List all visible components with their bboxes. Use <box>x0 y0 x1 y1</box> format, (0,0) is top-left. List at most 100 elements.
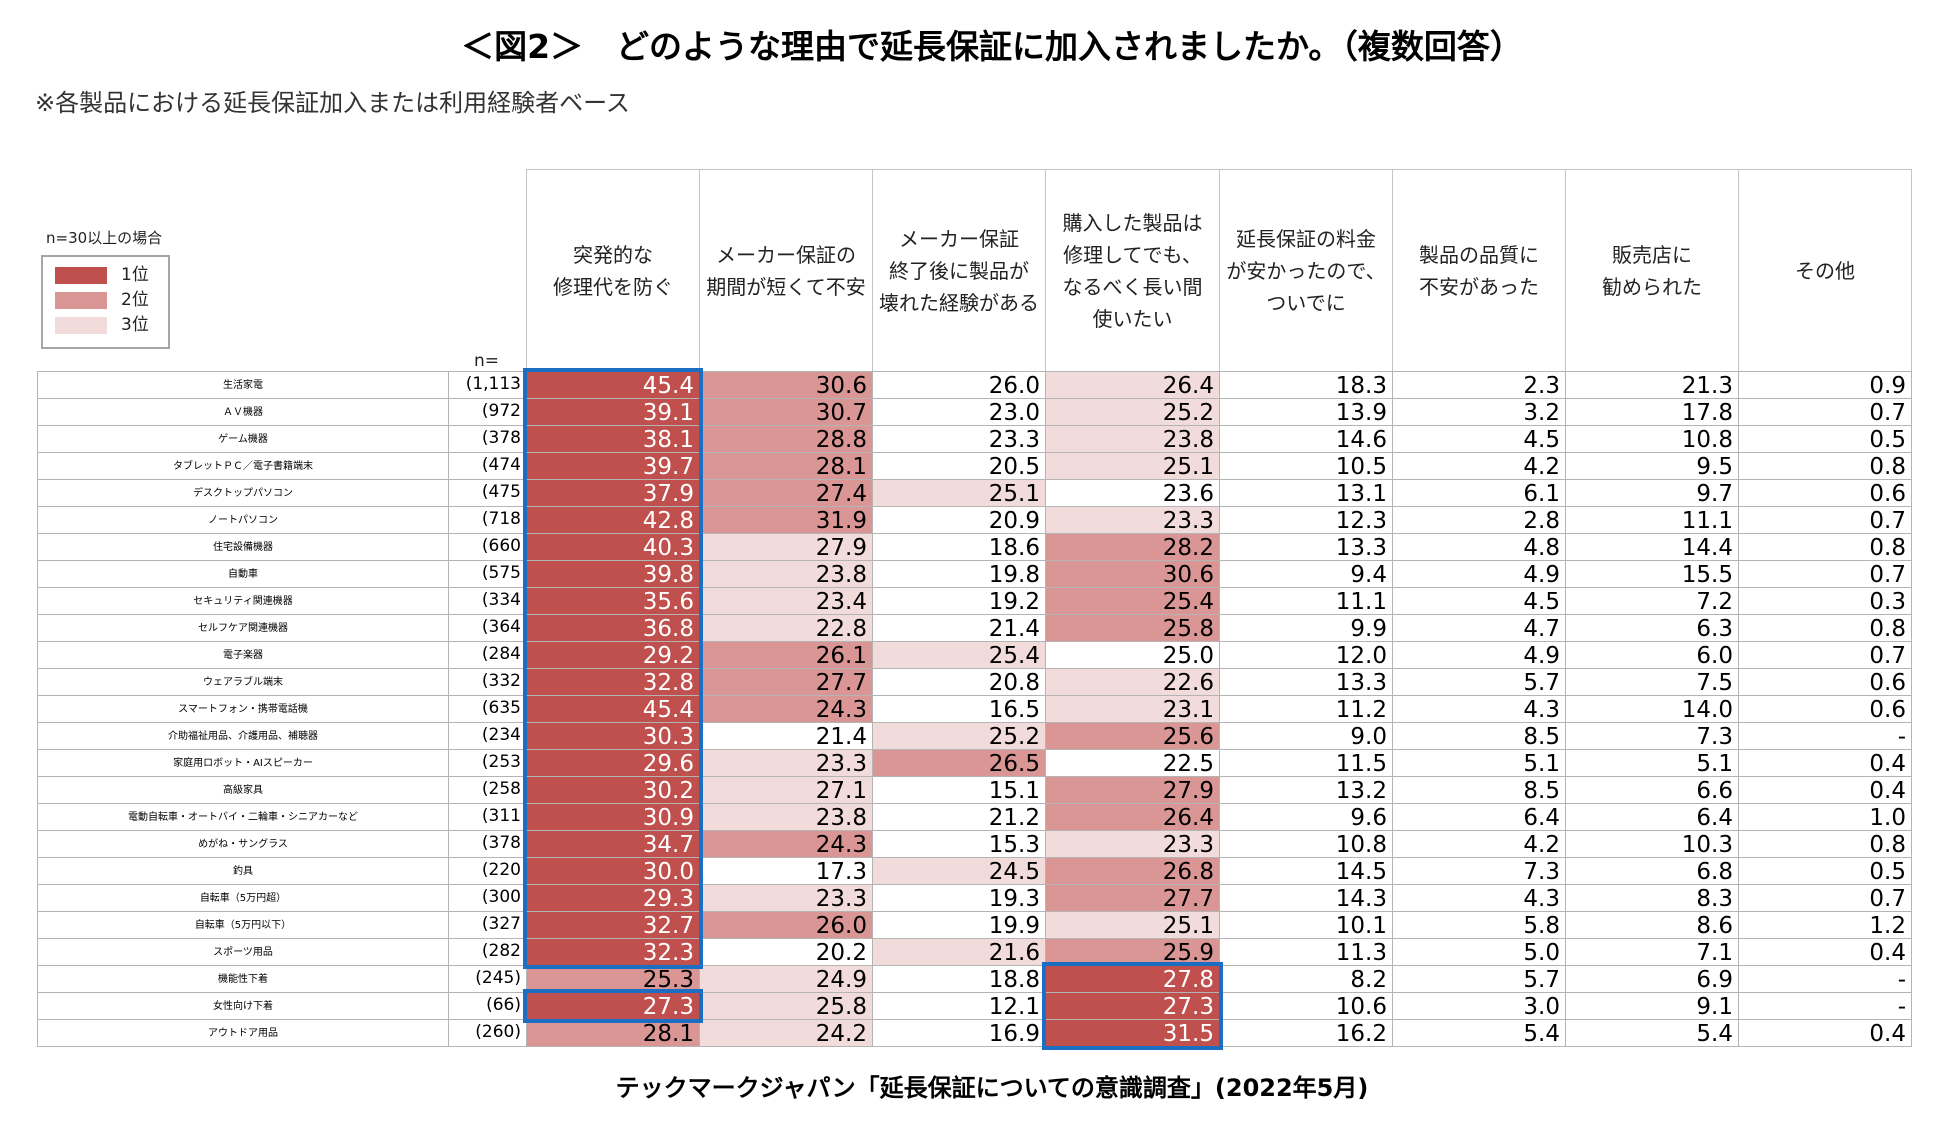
row-sample-size: (253 <box>448 749 527 777</box>
value-cell: 19.9 <box>872 911 1046 939</box>
value-cell: 3.0 <box>1392 992 1566 1020</box>
value-cell: 25.0 <box>1045 641 1220 669</box>
value-cell: 4.7 <box>1392 614 1566 642</box>
value-cell: 23.3 <box>699 749 873 777</box>
legend-label: 3位 <box>121 315 149 335</box>
row-label: ウェアラブル端末 <box>37 668 449 696</box>
value-cell: 22.8 <box>699 614 873 642</box>
value-cell: 0.9 <box>1738 371 1912 399</box>
value-cell: 14.6 <box>1219 425 1393 453</box>
value-cell: 31.5 <box>1045 1019 1220 1047</box>
column-header-line: 修理代を防ぐ <box>553 274 673 299</box>
column-header-line: 販売店に <box>1612 242 1692 267</box>
value-cell: 24.5 <box>872 857 1046 885</box>
value-cell: 20.8 <box>872 668 1046 696</box>
figure-source: テックマークジャパン「延長保証についての意識調査」(2022年5月) <box>615 1074 1369 1102</box>
value-cell: 28.8 <box>699 425 873 453</box>
value-cell: 25.8 <box>1045 614 1220 642</box>
row-label: ゲーム機器 <box>37 425 449 453</box>
value-cell: 14.0 <box>1565 695 1739 723</box>
value-cell: 39.8 <box>526 560 700 588</box>
value-cell: 15.3 <box>872 830 1046 858</box>
value-cell: 15.1 <box>872 776 1046 804</box>
column-header: 突発的な 修理代を防ぐ <box>526 169 700 372</box>
value-cell: 13.3 <box>1219 533 1393 561</box>
value-cell: 10.8 <box>1565 425 1739 453</box>
row-label: 高級家具 <box>37 776 449 804</box>
value-cell: 26.5 <box>872 749 1046 777</box>
row-sample-size: (718 <box>448 506 527 534</box>
value-cell: 37.9 <box>526 479 700 507</box>
value-cell: 5.4 <box>1565 1019 1739 1047</box>
value-cell: 20.5 <box>872 452 1046 480</box>
column-header-line: 使いたい <box>1092 306 1173 331</box>
value-cell: 4.5 <box>1392 425 1566 453</box>
row-sample-size: (300 <box>448 884 527 912</box>
value-cell: 0.4 <box>1738 938 1912 966</box>
value-cell: 26.4 <box>1045 803 1220 831</box>
value-cell: 0.6 <box>1738 695 1912 723</box>
row-label: 女性向け下着 <box>37 992 449 1020</box>
value-cell: 27.1 <box>699 776 873 804</box>
value-cell: 23.8 <box>1045 425 1220 453</box>
value-cell: 9.5 <box>1565 452 1739 480</box>
value-cell: 10.5 <box>1219 452 1393 480</box>
row-sample-size: (660 <box>448 533 527 561</box>
value-cell: 25.8 <box>699 992 873 1020</box>
value-cell: 0.3 <box>1738 587 1912 615</box>
value-cell: 6.3 <box>1565 614 1739 642</box>
value-cell: 13.9 <box>1219 398 1393 426</box>
value-cell: 8.3 <box>1565 884 1739 912</box>
value-cell: 19.8 <box>872 560 1046 588</box>
value-cell: 0.5 <box>1738 857 1912 885</box>
legend-item-rank-3: 3位 <box>55 315 165 337</box>
row-label: デスクトップパソコン <box>37 479 449 507</box>
value-cell: 16.5 <box>872 695 1046 723</box>
value-cell: 31.9 <box>699 506 873 534</box>
value-cell: 0.8 <box>1738 533 1912 561</box>
value-cell: 20.2 <box>699 938 873 966</box>
row-label: 家庭用ロボット・AIスピーカー <box>37 749 449 777</box>
row-label: 機能性下着 <box>37 965 449 993</box>
value-cell: 24.3 <box>699 830 873 858</box>
row-sample-size: (474 <box>448 452 527 480</box>
value-cell: 1.2 <box>1738 911 1912 939</box>
legend-label: 1位 <box>121 265 149 285</box>
value-cell: 4.8 <box>1392 533 1566 561</box>
value-cell: 30.9 <box>526 803 700 831</box>
value-cell: 2.8 <box>1392 506 1566 534</box>
value-cell: 38.1 <box>526 425 700 453</box>
row-sample-size: (282 <box>448 938 527 966</box>
row-label: ＡＶ機器 <box>37 398 449 426</box>
value-cell: 26.0 <box>872 371 1046 399</box>
value-cell: 23.4 <box>699 587 873 615</box>
column-header-line: 期間が短くて不安 <box>706 274 866 299</box>
value-cell: 30.7 <box>699 398 873 426</box>
value-cell: 0.4 <box>1738 749 1912 777</box>
column-header-line: メーカー保証 <box>899 226 1019 251</box>
value-cell: 28.1 <box>699 452 873 480</box>
value-cell: 5.7 <box>1392 965 1566 993</box>
value-cell: 23.8 <box>699 560 873 588</box>
row-sample-size: (334 <box>448 587 527 615</box>
value-cell: 25.2 <box>1045 398 1220 426</box>
row-sample-size: (475 <box>448 479 527 507</box>
value-cell: 8.5 <box>1392 776 1566 804</box>
value-cell: 11.1 <box>1219 587 1393 615</box>
column-header-line: なるべく長い間 <box>1062 274 1203 299</box>
row-label: めがね・サングラス <box>37 830 449 858</box>
column-header-line: 終了後に製品が <box>889 258 1029 283</box>
value-cell: 0.7 <box>1738 506 1912 534</box>
value-cell: 10.6 <box>1219 992 1393 1020</box>
column-header: 購入した製品は 修理してでも、 なるべく長い間 使いたい <box>1045 169 1220 372</box>
row-label: 介助福祉用品、介護用品、補聴器 <box>37 722 449 750</box>
value-cell: 29.2 <box>526 641 700 669</box>
value-cell: 32.8 <box>526 668 700 696</box>
value-cell: 0.7 <box>1738 398 1912 426</box>
value-cell: 2.3 <box>1392 371 1566 399</box>
legend-swatch-rank-2 <box>55 292 107 309</box>
value-cell: 6.4 <box>1565 803 1739 831</box>
value-cell: - <box>1738 722 1912 750</box>
value-cell: 30.2 <box>526 776 700 804</box>
